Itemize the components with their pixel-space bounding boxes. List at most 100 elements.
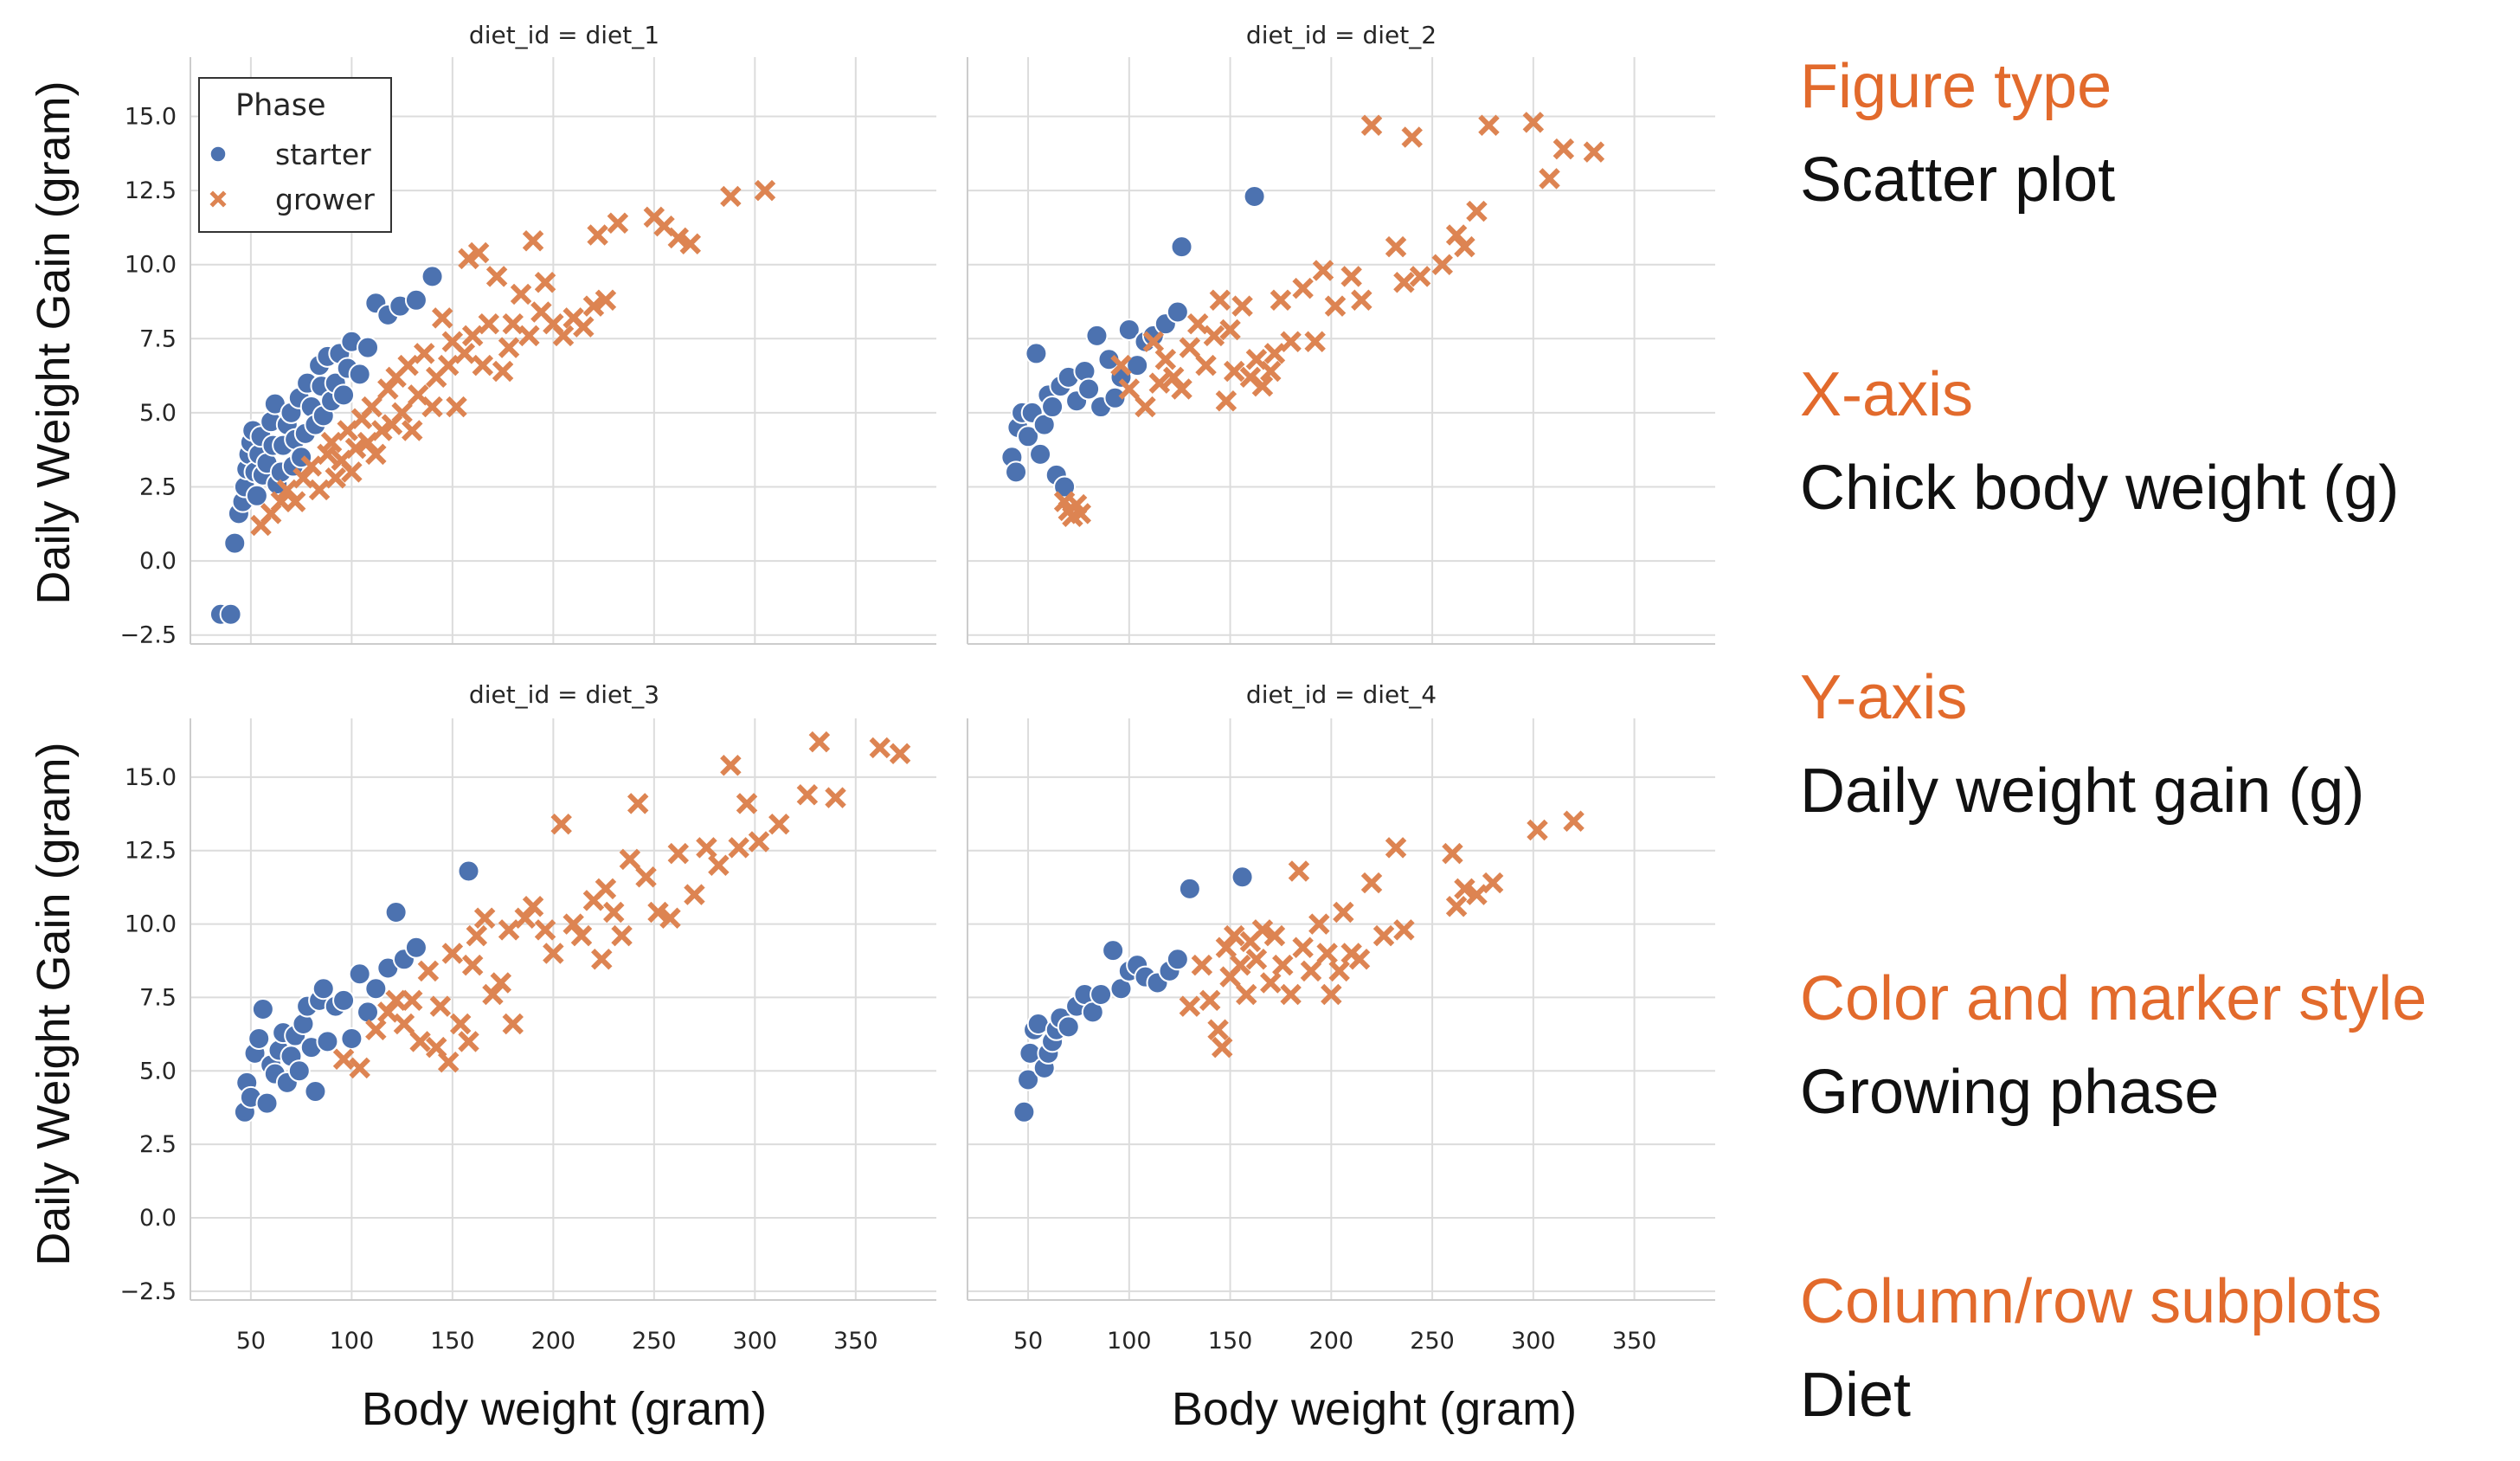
point-grower: [276, 479, 299, 501]
point-starter: [251, 998, 274, 1020]
x-tick-label: 100: [1107, 1328, 1152, 1355]
side-value-color-marker: Growing phase: [1800, 1058, 2220, 1127]
side-item-subplots: Column/row subplots Diet: [1800, 1271, 2382, 1426]
point-grower: [1393, 919, 1415, 941]
point-grower: [1118, 378, 1141, 400]
point-starter: [404, 288, 428, 312]
point-grower: [1270, 289, 1292, 312]
y-tick-label: 7.5: [139, 325, 177, 352]
x-tick-label: 250: [632, 1328, 677, 1355]
point-grower: [591, 949, 613, 970]
point-grower: [1360, 114, 1383, 137]
point-starter: [1102, 939, 1125, 962]
side-value-subplots: Diet: [1800, 1361, 1912, 1430]
point-grower: [1171, 378, 1192, 400]
legend-title: Phase: [235, 88, 326, 123]
y-tick-label: −2.5: [119, 1278, 177, 1305]
point-grower: [1583, 141, 1605, 163]
point-grower: [1223, 360, 1245, 383]
point-grower: [1236, 983, 1257, 1006]
x-tick-label: 200: [531, 1328, 576, 1355]
y-tick-label: 12.5: [125, 838, 177, 865]
point-grower: [667, 842, 690, 865]
x-tick-label: 50: [1013, 1328, 1043, 1355]
point-grower: [889, 743, 911, 764]
point-starter: [1166, 948, 1189, 971]
point-grower: [320, 431, 343, 454]
point-grower: [377, 378, 399, 400]
point-grower: [570, 924, 593, 947]
point-grower: [1251, 919, 1274, 941]
point-grower: [768, 813, 790, 835]
point-grower: [1223, 924, 1245, 947]
point-grower: [1328, 960, 1350, 982]
x-tick-label: 100: [330, 1328, 375, 1355]
point-grower: [446, 396, 467, 418]
point-starter: [304, 1080, 327, 1104]
point-starter: [384, 901, 408, 924]
y-tick-label: 12.5: [125, 177, 177, 204]
side-value-x-axis: Chick body weight (g): [1800, 454, 2400, 523]
y-tick-label: 15.0: [125, 764, 177, 791]
point-grower: [1154, 349, 1177, 370]
point-grower: [1195, 354, 1217, 377]
point-grower: [514, 907, 536, 930]
point-grower: [1552, 138, 1575, 160]
point-grower: [1292, 936, 1314, 958]
point-grower: [522, 230, 544, 252]
point-grower: [667, 227, 690, 249]
point-starter: [1103, 386, 1127, 409]
point-grower: [391, 402, 413, 424]
point-grower: [869, 737, 891, 759]
point-starter: [1178, 877, 1201, 900]
facet-title-3: diet_id = diet_3: [469, 680, 659, 709]
x-tick-label: 200: [1309, 1328, 1354, 1355]
point-grower: [325, 467, 346, 489]
point-grower: [1231, 295, 1253, 317]
point-starter: [332, 383, 356, 407]
point-starter: [1057, 1015, 1080, 1039]
y-tick-label: −2.5: [119, 622, 177, 649]
point-grower: [696, 837, 717, 859]
point-grower: [482, 983, 504, 1006]
point-grower: [292, 467, 314, 489]
point-grower: [1209, 289, 1231, 312]
y-tick-label: 10.0: [125, 911, 177, 938]
point-grower: [492, 360, 514, 383]
point-starter: [364, 977, 388, 1001]
point-starter: [1231, 866, 1254, 889]
point-grower: [1203, 325, 1225, 347]
point-starter: [248, 1027, 271, 1050]
side-heading-x-axis: X-axis: [1800, 360, 1974, 429]
facet-title-4: diet_id = diet_4: [1246, 680, 1437, 709]
point-grower: [534, 271, 556, 293]
point-grower: [1385, 837, 1407, 859]
x-tick-label: 300: [733, 1328, 778, 1355]
x-tick-label: 300: [1511, 1328, 1556, 1355]
point-starter: [1117, 319, 1141, 342]
point-grower: [1300, 960, 1322, 982]
point-grower: [466, 924, 488, 947]
legend-starter-label: starter: [275, 138, 371, 171]
point-grower: [619, 848, 641, 871]
point-grower: [1351, 289, 1372, 312]
faceted-scatter-chart: −2.5 0.0 2.5 5.0 7.5 10.0 12.5 15.0 −2.5 0.0 2.5 5.…: [28, 21, 1715, 1435]
point-grower: [748, 831, 770, 853]
point-grower: [472, 354, 494, 377]
y-axis-label-top: Daily Weight Gain (gram): [28, 80, 80, 604]
point-grower: [270, 491, 292, 512]
legend-box: [198, 77, 392, 233]
point-starter: [348, 962, 371, 986]
point-starter: [357, 336, 380, 359]
point-starter: [1005, 460, 1028, 484]
x-tick-label: 250: [1410, 1328, 1455, 1355]
y-tick-label: 5.0: [139, 1058, 177, 1084]
point-grower: [458, 248, 479, 270]
point-grower: [437, 354, 460, 377]
point-grower: [510, 283, 532, 306]
y-tick-label: 2.5: [139, 474, 177, 501]
point-starter: [245, 484, 268, 507]
point-grower: [1527, 819, 1548, 841]
point-grower: [1372, 924, 1395, 947]
point-grower: [1280, 331, 1302, 352]
